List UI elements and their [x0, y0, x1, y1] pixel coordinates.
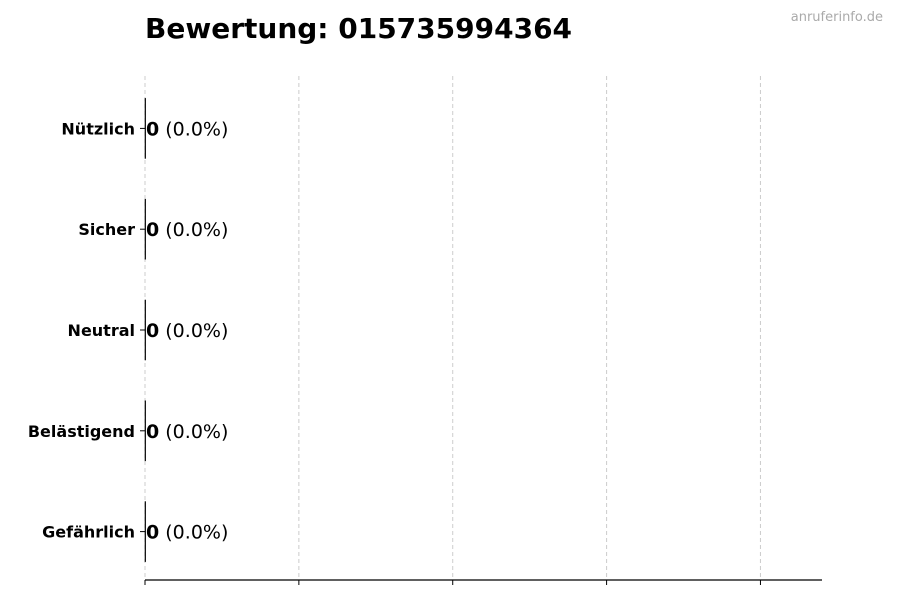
- data-label-count: 0: [146, 219, 159, 241]
- data-label-percent: (0.0%): [159, 522, 228, 544]
- data-label: 0 (0.0%): [146, 421, 228, 443]
- data-label-count: 0: [146, 522, 159, 544]
- data-label: 0 (0.0%): [146, 522, 228, 544]
- chart-title: Bewertung: 015735994364: [145, 12, 573, 45]
- data-label-count: 0: [146, 320, 159, 342]
- data-label-count: 0: [146, 421, 159, 443]
- data-label-percent: (0.0%): [159, 219, 228, 241]
- y-tick-label: Sicher: [78, 220, 135, 239]
- watermark: anruferinfo.de: [790, 10, 883, 25]
- data-label-percent: (0.0%): [159, 421, 228, 443]
- y-tick-label: Belästigend: [28, 422, 135, 441]
- data-label: 0 (0.0%): [146, 118, 228, 140]
- y-tick-label: Nützlich: [61, 119, 135, 138]
- data-label: 0 (0.0%): [146, 320, 228, 342]
- data-label: 0 (0.0%): [146, 219, 228, 241]
- y-tick-label: Gefährlich: [42, 523, 135, 542]
- y-tick-label: Neutral: [68, 321, 135, 340]
- data-label-percent: (0.0%): [159, 320, 228, 342]
- data-label-count: 0: [146, 118, 159, 140]
- data-label-percent: (0.0%): [159, 118, 228, 140]
